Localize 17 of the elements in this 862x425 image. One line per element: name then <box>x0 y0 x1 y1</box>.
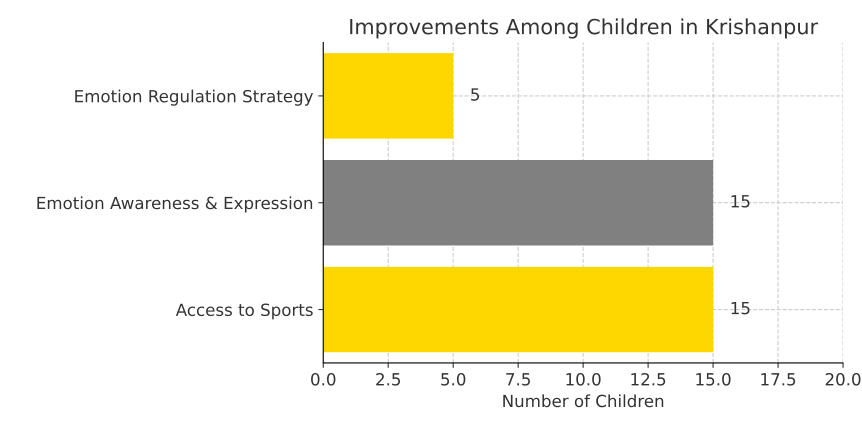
x-tick-label: 10.0 <box>566 372 601 386</box>
x-tick-label: 2.5 <box>376 372 400 386</box>
chart-title: Improvements Among Children in Krishanpur <box>350 18 818 38</box>
x-tick-label: 17.5 <box>761 373 796 386</box>
x-axis-title: Number of Children <box>503 394 664 408</box>
x-tick-label: 12.5 <box>631 372 666 386</box>
x-tick-label: 20.0 <box>826 372 860 386</box>
x-tick-label: 7.5 <box>506 373 530 386</box>
y-tick-label: Emotion Regulation Strategy <box>75 90 314 106</box>
data-label: 5 <box>471 88 480 101</box>
x-tick-label: 5.0 <box>441 372 466 386</box>
data-label: 15 <box>732 302 750 314</box>
x-tick-label: 0.0 <box>311 372 336 386</box>
x-tick-label: 15.0 <box>696 372 731 386</box>
data-label: 15 <box>732 195 750 208</box>
y-tick-label: Access to Sports <box>176 304 313 320</box>
y-tick-label: Emotion Awareness & Expression <box>37 196 312 213</box>
